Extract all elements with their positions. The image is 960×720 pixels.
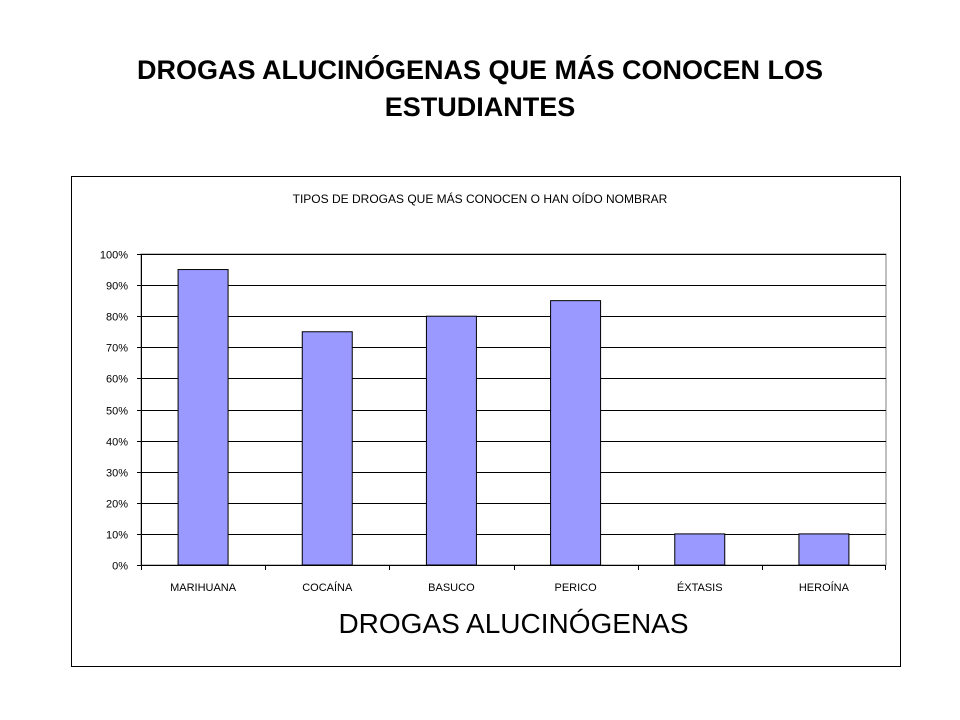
x-tick-label: HEROÍNA [799,581,850,594]
chart-title: TIPOS DE DROGAS QUE MÁS CONOCEN O HAN OÍ… [292,192,668,206]
y-tick-label: 90% [106,281,128,293]
y-tick-label: 10% [106,530,128,542]
bar-cocaína [301,331,353,566]
y-tick-label: 20% [106,499,128,511]
x-tick-label: ÉXTASIS [677,581,723,594]
y-tick-label: 0% [112,561,128,573]
y-tick-label: 60% [106,374,128,386]
y-tick-label: 30% [106,468,128,480]
x-axis-label: DROGAS ALUCINÓGENAS [338,608,689,639]
plot-area [140,253,887,566]
page-title: DROGAS ALUCINÓGENAS QUE MÁS CONOCEN LOS … [136,55,824,122]
y-tick-label: 80% [106,312,128,324]
x-tick-label: MARIHUANA [170,582,237,594]
bar-basuco [425,315,477,566]
y-tick-label: 40% [106,437,128,449]
y-tick-label: 100% [100,250,128,262]
x-tick-label: COCAÍNA [302,581,353,594]
bar-marihuana [177,269,229,566]
bar-perico [550,300,602,566]
bar-heroína [798,533,850,566]
y-tick-label: 70% [106,343,128,355]
x-tick-label: BASUCO [428,582,475,594]
x-tick-label: PERICO [554,582,597,594]
y-tick-label: 50% [106,406,128,418]
bar-éxtasis [674,533,726,566]
